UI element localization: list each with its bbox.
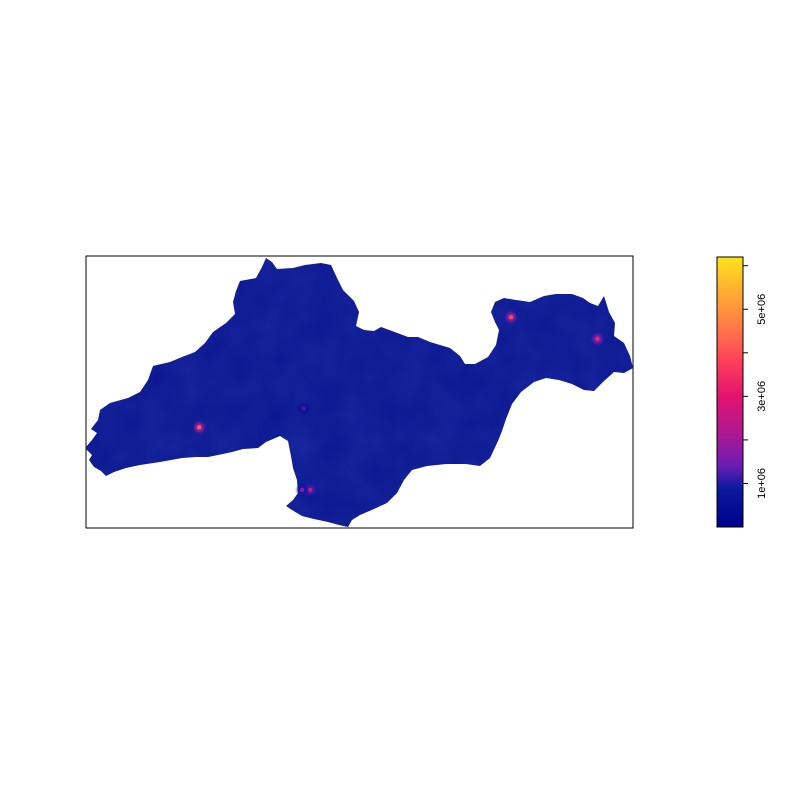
plot-frame [85,255,634,529]
hotspot-core [508,315,514,320]
hotspot-south-city-b [297,484,308,495]
hotspots-layer [194,312,603,495]
hotspot-east-city [592,333,603,344]
hotspot-core [308,487,313,493]
colorbar-tick-label: 1e+06 [756,468,768,499]
hotspot-core [197,425,202,430]
hotspot-south-city-a [305,484,316,495]
hotspot-core [299,487,305,493]
hotspot-west-city [194,422,205,433]
colorbar: 1e+06 3e+06 5e+06 [716,256,768,528]
hotspot-core [301,406,306,411]
colorbar-gradient [716,256,744,528]
colorbar-tick-label: 3e+06 [756,381,768,412]
colorbar-ticks: 1e+06 3e+06 5e+06 [743,265,768,499]
hotspot-central-town [298,403,309,414]
region-texture [86,258,633,527]
hotspot-core [595,336,600,342]
hotspot-northeast-city [506,312,517,323]
colorbar-tick-label: 5e+06 [756,294,768,325]
